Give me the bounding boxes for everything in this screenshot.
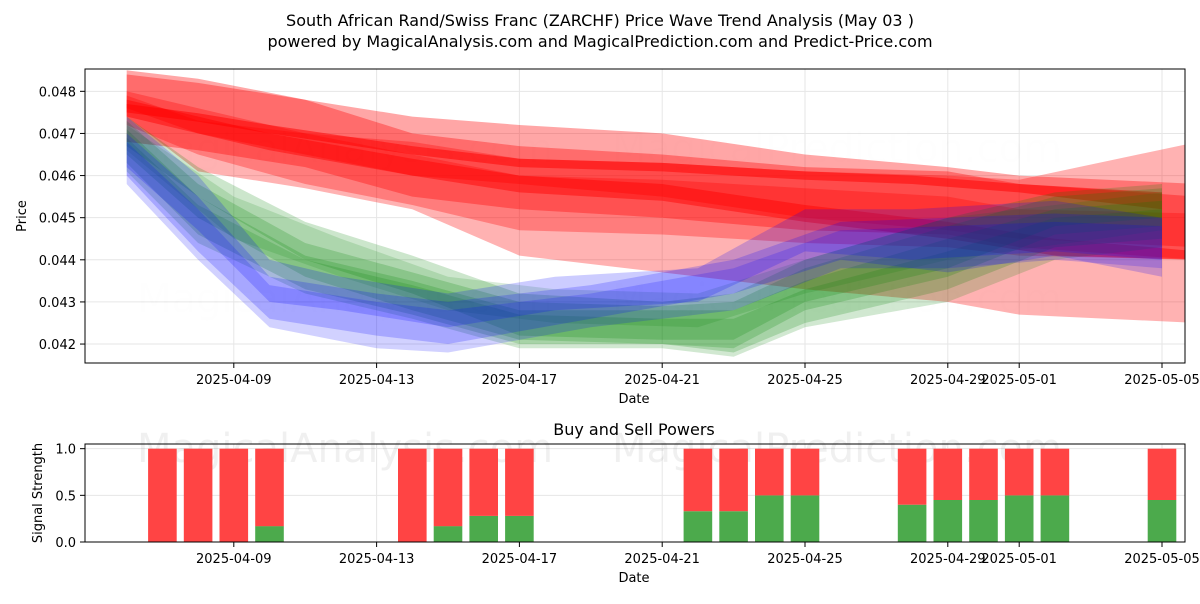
top-y-tick-label: 0.047 xyxy=(39,127,76,142)
sell-bar xyxy=(755,448,784,496)
green-wave-band xyxy=(126,137,1163,357)
top-y-ticks: 0.042 0.043 0.044 0.045 0.046 0.047 0.048 xyxy=(39,85,85,353)
red-wave-band xyxy=(126,104,1163,210)
bottom-y-tick-label: 0.0 xyxy=(55,536,76,551)
top-x-tick-label: 2025-04-13 xyxy=(339,373,415,388)
top-y-tick-label: 0.043 xyxy=(39,296,76,311)
chart-title-line2: powered by MagicalAnalysis.com and Magic… xyxy=(267,32,932,51)
sell-bar xyxy=(897,448,927,505)
chart-title-line1: South African Rand/Swiss Franc (ZARCHF) … xyxy=(286,11,914,30)
blue-wave-band xyxy=(126,141,1163,353)
top-x-tick-label: 2025-04-21 xyxy=(624,373,700,388)
green-wave-band xyxy=(126,116,1163,340)
top-y-label: Price xyxy=(15,200,30,232)
bottom-y-ticks: 0.0 0.5 1.0 xyxy=(55,443,85,551)
buy-bar xyxy=(897,504,927,542)
top-grid xyxy=(85,69,1185,363)
sell-bar xyxy=(183,448,213,542)
top-x-ticks: 2025-04-09 2025-04-13 2025-04-17 2025-04-21… xyxy=(196,363,1200,388)
buy-bar xyxy=(1040,495,1070,542)
bottom-x-tick-label: 2025-04-29 xyxy=(910,552,986,567)
sell-bar xyxy=(433,448,463,527)
bottom-x-tick-label: 2025-04-21 xyxy=(624,552,700,567)
red-wave-band xyxy=(126,91,1185,260)
bottom-x-ticks: 2025-04-09 2025-04-13 2025-04-17 2025-04-21… xyxy=(196,542,1200,567)
buy-bar xyxy=(1147,500,1177,542)
sell-bar xyxy=(969,448,998,500)
bottom-plot-frame xyxy=(84,443,1186,543)
bottom-x-label: Date xyxy=(618,571,649,586)
buy-bar xyxy=(469,515,498,542)
bottom-x-tick-label: 2025-04-17 xyxy=(482,552,558,567)
sell-bar xyxy=(1040,448,1070,496)
red-wave-band xyxy=(126,70,1185,247)
bottom-x-tick-label: 2025-04-25 xyxy=(767,552,843,567)
watermark-text: MagicalAnalysis.com xyxy=(137,126,553,172)
buy-bar xyxy=(790,495,820,542)
top-y-tick-label: 0.048 xyxy=(39,85,76,100)
green-wave-band xyxy=(126,120,1163,349)
bottom-y-tick-label: 0.5 xyxy=(55,489,76,504)
buy-bar xyxy=(505,515,534,542)
bottom-x-tick-label: 2025-05-05 xyxy=(1124,552,1200,567)
bottom-y-tick-label: 1.0 xyxy=(55,443,76,458)
buy-bar xyxy=(683,511,713,542)
bottom-chart-title: Buy and Sell Powers xyxy=(553,420,715,439)
sell-bar xyxy=(469,448,498,516)
sell-bar xyxy=(790,448,820,496)
green-wave-band xyxy=(126,125,1163,328)
red-wave-band xyxy=(126,99,1185,260)
bottom-x-tick-label: 2025-04-09 xyxy=(196,552,272,567)
sell-bar xyxy=(398,448,427,542)
sell-bar xyxy=(683,448,713,512)
top-plot-frame xyxy=(84,68,1186,364)
sell-bar xyxy=(933,448,963,500)
buy-bar xyxy=(969,500,998,542)
bottom-x-tick-label: 2025-05-01 xyxy=(981,552,1057,567)
sell-bar xyxy=(148,448,177,542)
sell-bar xyxy=(255,448,284,527)
top-bands xyxy=(126,70,1185,357)
watermark-text: MagicalAnalysis.com xyxy=(137,276,553,322)
blue-wave-band xyxy=(126,116,1163,328)
top-x-tick-label: 2025-04-17 xyxy=(482,373,558,388)
blue-wave-band xyxy=(126,133,1163,344)
sell-bar xyxy=(1147,448,1177,500)
sell-bar xyxy=(219,448,249,542)
buy-bar xyxy=(755,495,784,542)
red-wave-band xyxy=(126,74,1185,259)
top-y-tick-label: 0.044 xyxy=(39,254,76,269)
watermark-text: MagicalPrediction.com xyxy=(612,126,1062,172)
top-x-tick-label: 2025-05-05 xyxy=(1124,373,1200,388)
top-x-label: Date xyxy=(618,392,649,407)
buy-bar xyxy=(433,526,463,542)
sell-bar xyxy=(719,448,748,512)
bottom-y-label: Signal Strength xyxy=(31,443,46,543)
bottom-x-tick-label: 2025-04-13 xyxy=(339,552,415,567)
green-wave-band xyxy=(126,129,1163,353)
top-y-tick-label: 0.046 xyxy=(39,170,76,185)
top-y-tick-label: 0.045 xyxy=(39,212,76,227)
buy-bar xyxy=(719,511,748,542)
red-wave-band xyxy=(126,95,1185,323)
top-x-tick-label: 2025-04-25 xyxy=(767,373,843,388)
top-x-tick-label: 2025-04-29 xyxy=(910,373,986,388)
top-x-tick-label: 2025-04-09 xyxy=(196,373,272,388)
buy-bar xyxy=(933,500,963,542)
top-x-tick-label: 2025-05-01 xyxy=(981,373,1057,388)
bottom-bars xyxy=(148,448,1177,542)
buy-bar xyxy=(1004,495,1034,542)
sell-bar xyxy=(505,448,534,516)
sell-bar xyxy=(1004,448,1034,496)
top-y-tick-label: 0.042 xyxy=(39,338,76,353)
watermark-text: MagicalPrediction.com xyxy=(612,276,1062,322)
buy-bar xyxy=(255,526,284,542)
